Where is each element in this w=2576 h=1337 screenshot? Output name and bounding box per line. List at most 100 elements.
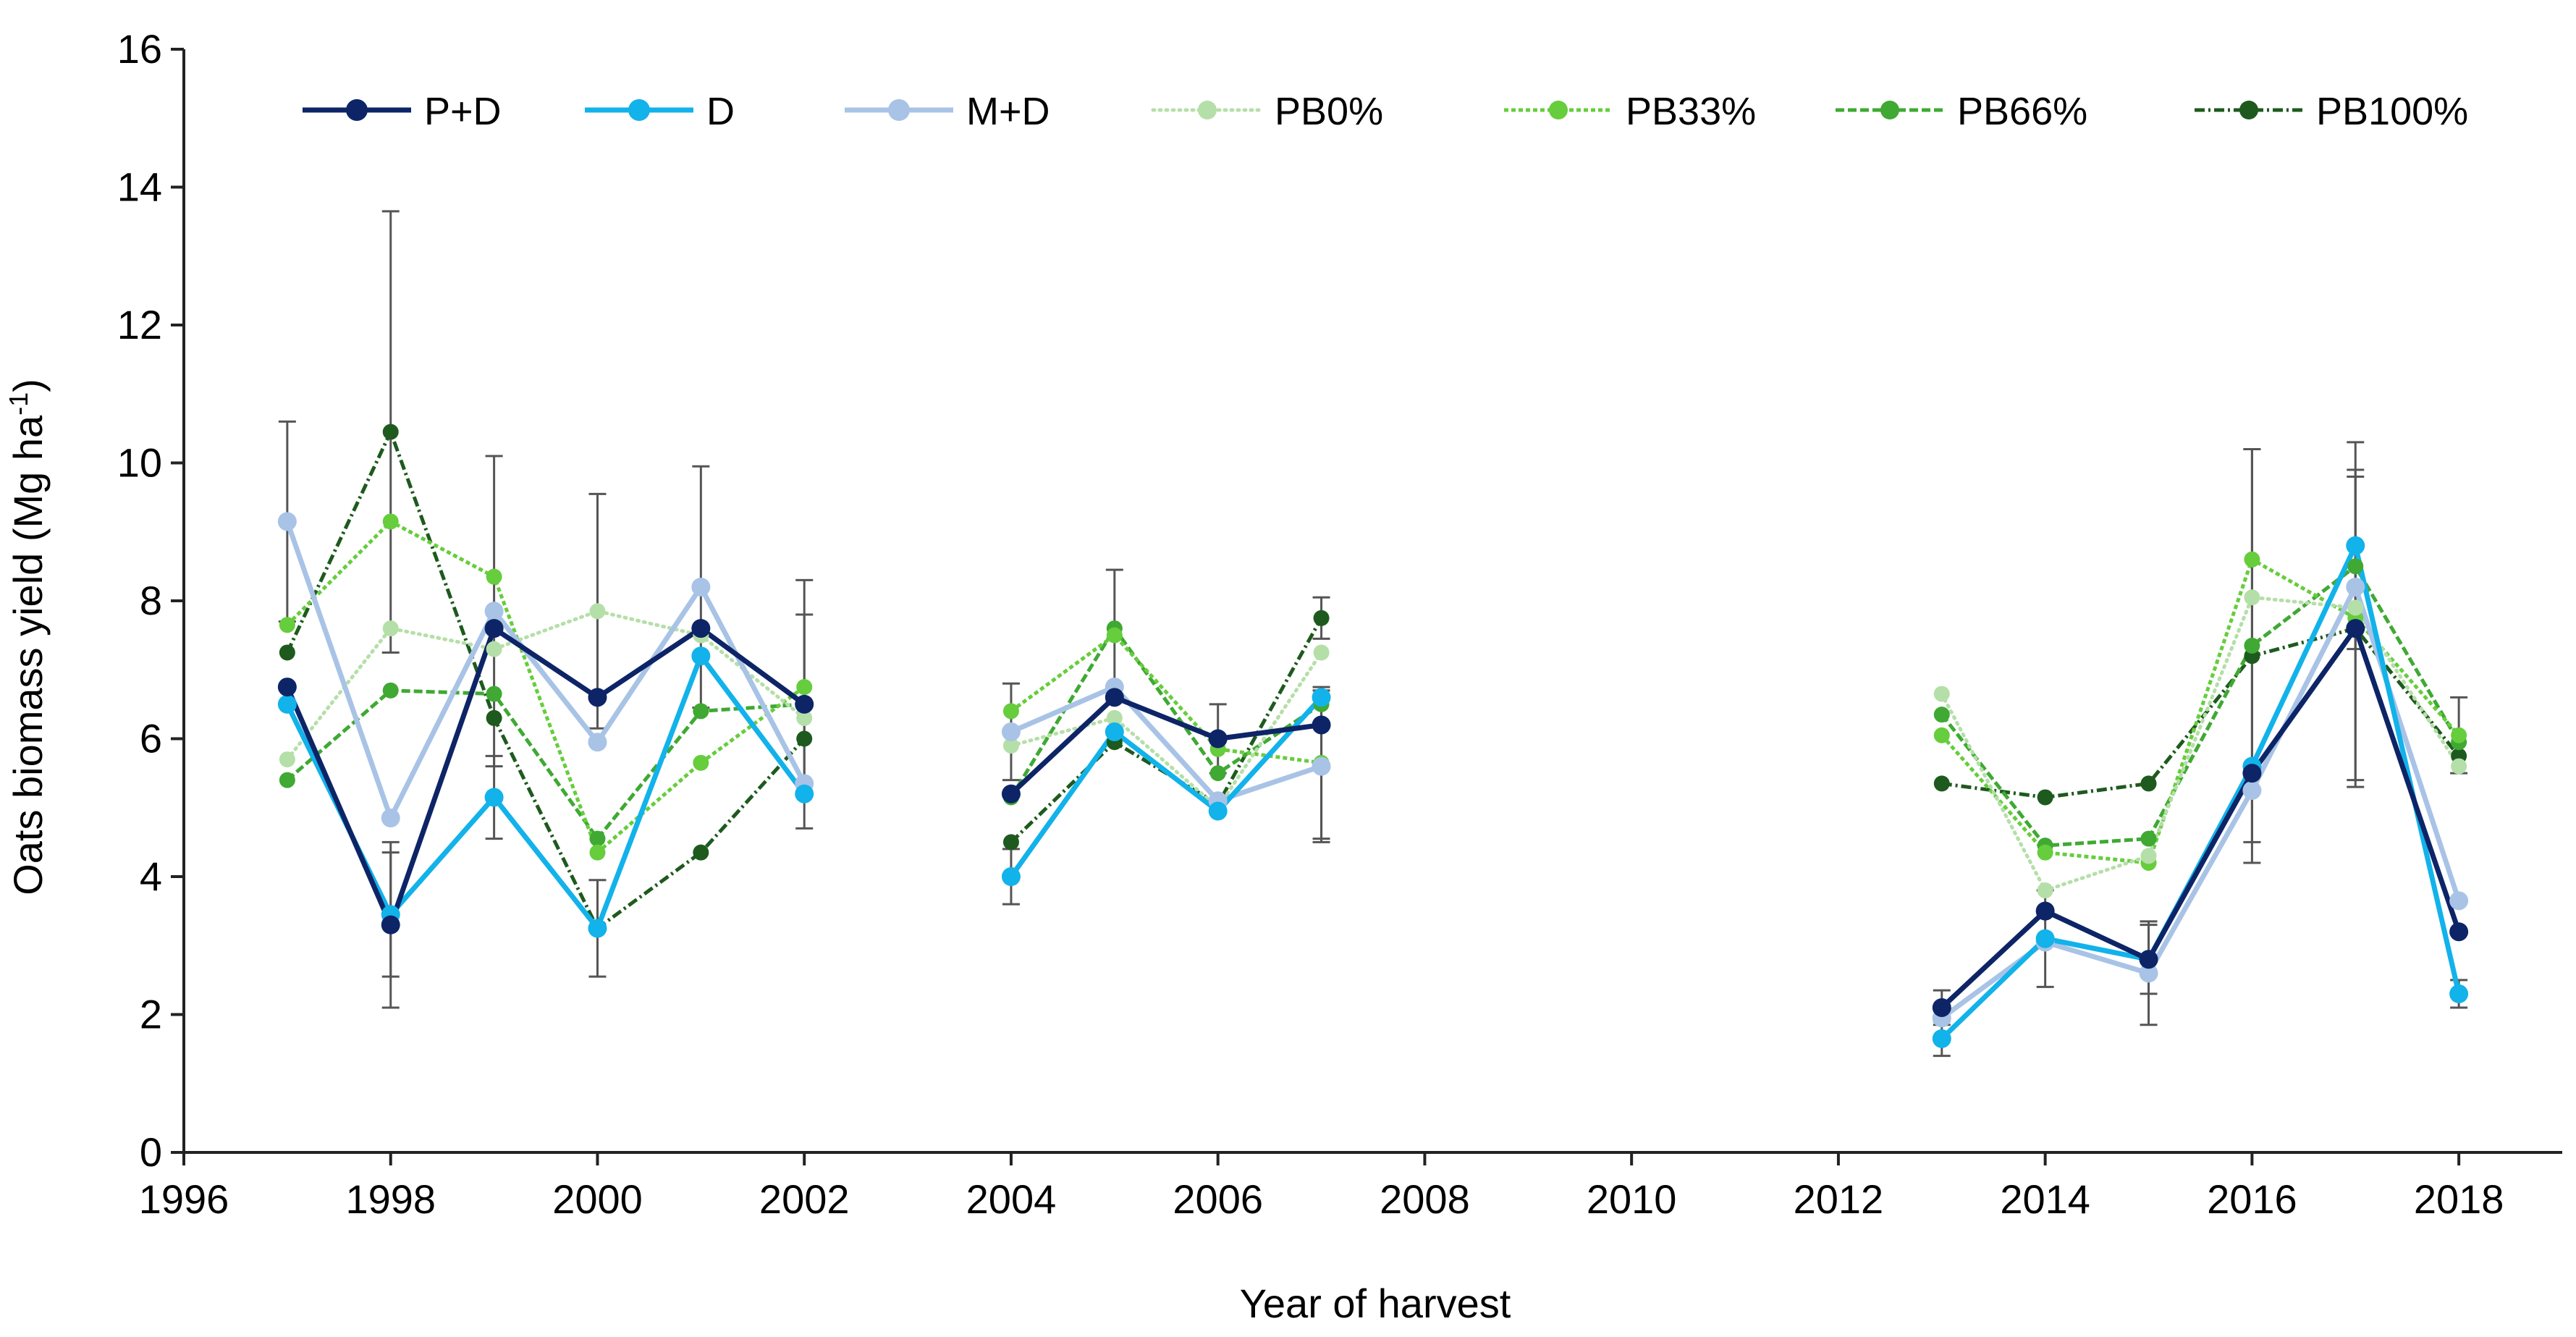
data-point <box>1105 688 1124 707</box>
data-point <box>1933 775 1950 792</box>
y-tick-label: 0 <box>140 1129 162 1175</box>
legend-swatch-marker <box>888 99 910 121</box>
series-line <box>284 653 807 931</box>
data-point <box>795 784 814 804</box>
data-point <box>486 641 502 657</box>
data-point <box>1105 722 1124 741</box>
y-tick-label: 6 <box>140 716 162 762</box>
data-point <box>796 679 813 696</box>
data-point <box>1002 703 1019 720</box>
y-tick-label: 14 <box>117 164 162 210</box>
data-point <box>1106 627 1123 644</box>
y-axis-label-close: ) <box>5 379 51 392</box>
data-point <box>279 772 295 788</box>
legend: P+D D M+D PB0% PB33% PB66% PB100% <box>303 90 2468 133</box>
data-point <box>381 809 400 828</box>
data-point <box>796 709 813 726</box>
legend-swatch-marker <box>2239 101 2258 119</box>
data-point <box>1932 998 1951 1017</box>
legend-swatch-marker <box>1880 101 1899 119</box>
legend-label: P+D <box>424 90 502 133</box>
series-line <box>285 430 806 930</box>
data-point <box>693 754 709 771</box>
data-point <box>279 644 295 661</box>
data-point <box>2037 789 2053 806</box>
data-point <box>382 682 399 699</box>
data-point <box>277 678 297 697</box>
data-point <box>1313 644 1330 661</box>
data-point <box>2037 882 2053 899</box>
data-point <box>277 694 297 714</box>
data-point <box>588 919 607 938</box>
series-line <box>1009 694 1322 796</box>
legend-label: PB33% <box>1626 90 1756 133</box>
data-point <box>1933 707 1950 723</box>
data-point <box>1002 834 1019 851</box>
series-line <box>284 625 806 928</box>
data-point <box>1312 688 1331 707</box>
x-tick-label: 2008 <box>1380 1176 1470 1222</box>
data-point <box>588 688 607 707</box>
error-bars <box>278 210 2468 1058</box>
data-point <box>382 423 399 440</box>
data-point <box>1106 709 1123 726</box>
data-point <box>1001 867 1021 886</box>
legend-label: PB66% <box>1957 90 2087 133</box>
data-point <box>2140 848 2157 864</box>
x-axis-label: Year of harvest <box>1240 1281 1511 1326</box>
legend-swatch-marker <box>346 99 368 121</box>
data-point <box>691 646 711 666</box>
x-tick-label: 2006 <box>1173 1176 1263 1222</box>
y-axis-label: Oats biomass yield (Mg ha-1) <box>4 379 51 895</box>
legend-label: M+D <box>966 90 1050 133</box>
data-point <box>2139 950 2158 969</box>
legend-label: PB100% <box>2316 90 2468 133</box>
x-tick-label: 2004 <box>966 1176 1057 1222</box>
series-markers <box>277 423 2469 1048</box>
series-line <box>1009 626 1322 798</box>
data-point <box>795 694 814 714</box>
data-point <box>589 844 606 861</box>
data-point <box>1313 610 1330 626</box>
data-point <box>1312 715 1331 735</box>
data-point <box>382 513 399 530</box>
x-tick-label: 2016 <box>2207 1176 2297 1222</box>
series-line <box>1940 625 2462 1010</box>
series-lines <box>284 430 2462 1041</box>
data-point <box>2140 830 2157 847</box>
data-point <box>2244 551 2260 568</box>
series-line <box>1940 543 2462 1041</box>
data-point <box>691 577 711 596</box>
data-point <box>2449 984 2469 1003</box>
legend-swatch-marker <box>1549 101 1568 119</box>
y-tick-label: 2 <box>140 992 162 1037</box>
data-point <box>2346 619 2365 638</box>
y-tick-label: 4 <box>140 853 162 899</box>
y-tick-label: 16 <box>117 26 162 72</box>
data-point <box>1208 729 1228 748</box>
x-tick-label: 1996 <box>139 1176 229 1222</box>
data-point <box>589 603 606 620</box>
x-tick-label: 2010 <box>1587 1176 1677 1222</box>
data-point <box>2035 929 2055 948</box>
x-tick-label: 2014 <box>2000 1176 2090 1222</box>
series-line <box>1940 595 2461 893</box>
legend-label: D <box>706 90 735 133</box>
data-point <box>2449 922 2469 942</box>
data-point <box>1209 765 1226 782</box>
data-point <box>1312 756 1331 776</box>
data-point <box>1001 722 1021 741</box>
data-point <box>589 830 606 847</box>
series-line <box>1010 684 1322 804</box>
data-point <box>2035 901 2055 921</box>
y-tick-label: 12 <box>117 302 162 347</box>
data-point <box>693 703 709 720</box>
data-point <box>486 709 502 726</box>
data-point <box>2037 844 2053 861</box>
x-tick-label: 2000 <box>552 1176 643 1222</box>
data-point <box>486 686 502 702</box>
x-tick-label: 1998 <box>345 1176 436 1222</box>
data-point <box>2346 577 2365 596</box>
series-line <box>1940 564 2461 848</box>
